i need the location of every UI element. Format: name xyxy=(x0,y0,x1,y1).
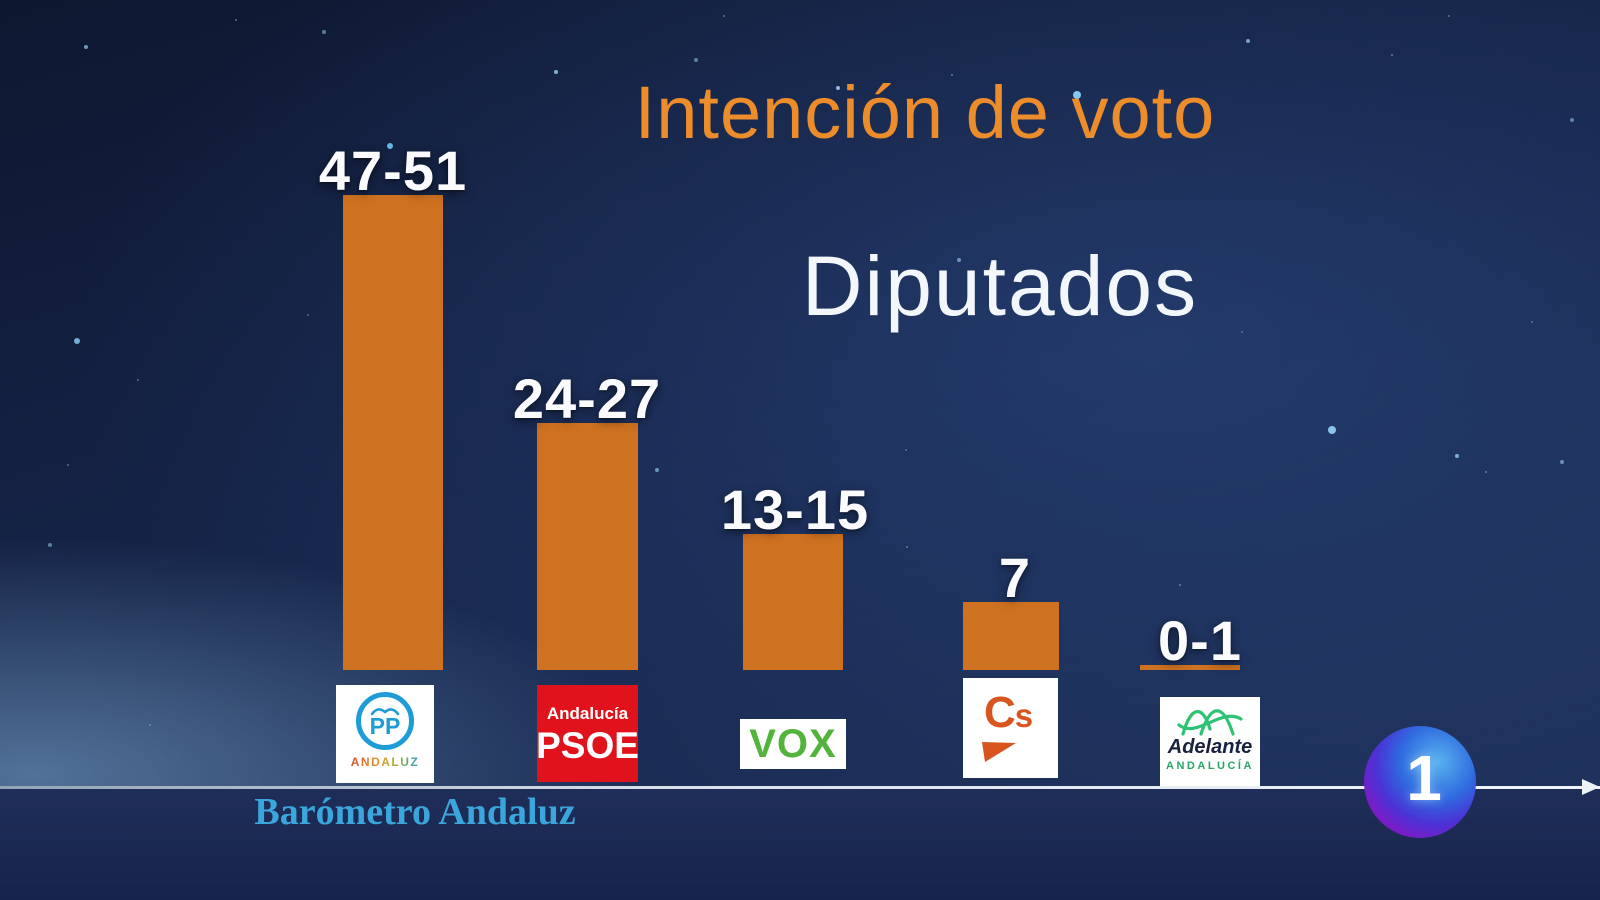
pp-party-logo: PP ANDALUZ xyxy=(336,685,434,783)
divider-line xyxy=(0,786,1600,789)
bar-value-vox: 13-15 xyxy=(720,478,870,542)
bar-value-psoe: 24-27 xyxy=(512,366,662,430)
bar-vox xyxy=(743,534,843,670)
chart-subtitle: Diputados xyxy=(801,239,1199,333)
adelante-arches-icon xyxy=(1177,709,1243,736)
bar-value-adelante: 0-1 xyxy=(1158,609,1242,672)
cs-letter-c: C xyxy=(984,688,1016,737)
bar-cs xyxy=(963,602,1059,670)
adelante-logo-text: Adelante xyxy=(1167,736,1253,758)
bar-pp xyxy=(343,194,443,670)
cs-letter-s: s xyxy=(1014,697,1033,734)
pp-circle-icon: PP xyxy=(356,692,414,750)
vox-party-logo: VOX xyxy=(740,719,846,769)
adelante-logo-subtext: ANDALUCÍA xyxy=(1166,760,1254,772)
ciudadanos-party-logo: Cs xyxy=(963,678,1058,778)
channel-number: 1 xyxy=(1406,742,1442,814)
seagull-icon xyxy=(370,707,400,715)
tve-la1-channel-logo: 1 xyxy=(1364,726,1476,838)
bar-psoe xyxy=(537,422,638,670)
chart-title: Intención de voto xyxy=(634,71,1216,154)
divider-arrow-icon xyxy=(1582,779,1600,795)
source-label: Barómetro Andaluz xyxy=(254,791,576,833)
cs-logo-text: Cs xyxy=(984,691,1058,735)
bar-adelante xyxy=(1140,665,1240,670)
bar-value-cs: 7 xyxy=(998,546,1032,610)
psoe-logo-text: PSOE xyxy=(536,724,639,766)
vox-logo-text: VOX xyxy=(749,722,837,766)
lower-third-band: Barómetro Andaluz xyxy=(0,789,1600,900)
adelante-party-logo: Adelante ANDALUCÍA xyxy=(1160,697,1260,788)
psoe-logo-region-text: Andalucía xyxy=(546,703,629,723)
cs-triangle-icon xyxy=(982,742,1016,762)
psoe-party-logo: Andalucía PSOE xyxy=(536,685,639,782)
pp-logo-text: PP xyxy=(369,712,401,739)
pp-logo-subtext: ANDALUZ xyxy=(350,755,420,769)
bar-value-pp: 47-51 xyxy=(318,138,468,202)
